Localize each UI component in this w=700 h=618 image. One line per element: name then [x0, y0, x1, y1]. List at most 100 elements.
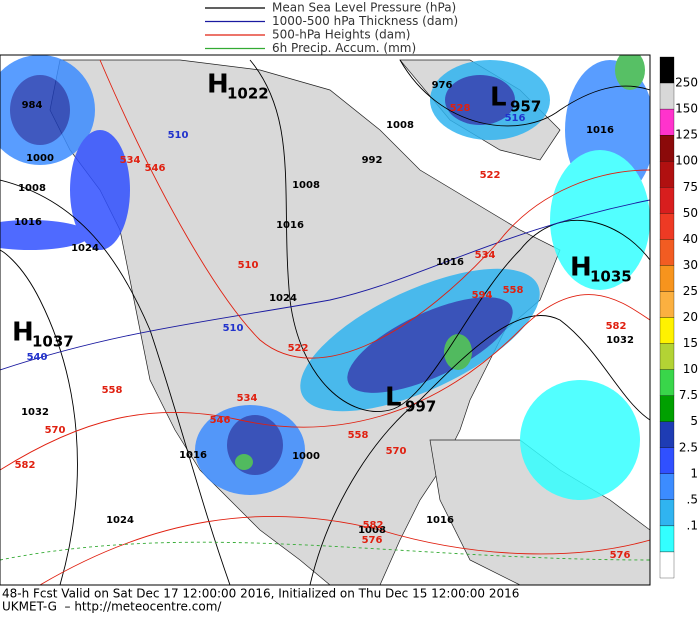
contour-label: 534	[475, 250, 496, 261]
colorbar-label: 150	[675, 102, 698, 116]
precip-area	[70, 130, 130, 250]
contour-label: 528	[450, 103, 471, 114]
colorbar-block	[659, 56, 675, 84]
height-line	[99, 59, 650, 359]
center-pressure: 1035	[590, 268, 632, 286]
contour-label: 1008	[18, 183, 46, 194]
precip-area	[615, 55, 645, 90]
isobar	[0, 249, 78, 585]
colorbar-block	[659, 187, 675, 214]
contour-label: 1024	[269, 293, 297, 304]
precip-area	[227, 415, 283, 475]
colorbar-block	[659, 525, 675, 553]
isobar	[249, 59, 650, 412]
contour-label: 582	[606, 321, 627, 332]
freezing-line	[0, 541, 650, 561]
footer-line: UKMET-G – http://meteocentre.com/	[2, 600, 222, 614]
colorbar-label: 5	[690, 414, 698, 428]
center-letter: L	[490, 83, 507, 113]
colorbar-block	[659, 473, 675, 500]
contour-label: 570	[386, 446, 407, 457]
contour-labels: 984 1000 1008 1016 1024 1024 1016 1008 992 1016 10…	[14, 80, 634, 561]
colorbar-label: 50	[683, 206, 698, 220]
center-letter: L	[385, 383, 402, 413]
precip-area	[520, 380, 640, 500]
colorbar-block	[659, 499, 675, 527]
colorbar-label: 20	[683, 310, 698, 324]
map: 984 1000 1008 1016 1024 1024 1016 1008 992 1016 10…	[0, 55, 650, 585]
contour-label: 516	[505, 113, 526, 124]
colorbar-block	[659, 82, 675, 110]
legend: Mean Sea Level Pressure (hPa)1000-500 hP…	[205, 1, 458, 55]
contour-label: 522	[480, 170, 501, 181]
colorbar-block	[659, 239, 675, 266]
contour-label: 1016	[14, 217, 42, 228]
isobar	[399, 59, 650, 127]
colorbar-label: 100	[675, 154, 698, 168]
colorbar-block	[659, 291, 675, 318]
contour-label: 546	[210, 415, 231, 426]
colorbar-label: 1	[690, 466, 698, 480]
contour-label: 1008	[386, 120, 414, 131]
precipitation	[0, 55, 650, 500]
contour-label: 1000	[292, 451, 320, 462]
center-letter: H	[12, 318, 34, 348]
colorbar-label: 7.5	[679, 388, 698, 402]
isobar	[0, 179, 231, 585]
legend-label: 6h Precip. Accum. (mm)	[272, 41, 416, 55]
precip-area	[235, 454, 253, 470]
legend-label: Mean Sea Level Pressure (hPa)	[272, 1, 456, 15]
contour-label: 1016	[179, 450, 207, 461]
contour-label: 510	[223, 323, 244, 334]
center-letter: H	[570, 253, 592, 283]
colorbar-label: 30	[683, 258, 698, 272]
contour-label: 510	[238, 260, 259, 271]
contour-label: 582	[15, 460, 36, 471]
colorbar-block	[659, 343, 675, 370]
colorbar-label: 125	[675, 128, 698, 142]
colorbar-block	[659, 395, 675, 422]
contour-label: 522	[288, 343, 309, 354]
contour-label: 594	[472, 290, 493, 301]
contour-label: 1016	[436, 257, 464, 268]
contour-label: 1008	[292, 180, 320, 191]
precip-area	[0, 220, 90, 250]
colorbar-block	[659, 161, 675, 188]
contour-label: 558	[102, 385, 123, 396]
center-pressure: 1022	[227, 85, 269, 103]
contour-label: 576	[362, 535, 383, 546]
map-frame	[0, 54, 651, 586]
colorbar-block	[659, 134, 675, 162]
contour-label: 1016	[276, 220, 304, 231]
height-line	[0, 294, 650, 471]
colorbar-label: 40	[683, 232, 698, 246]
center-letter: H	[207, 70, 229, 100]
contour-label: 992	[362, 155, 383, 166]
contour-label: 546	[145, 163, 166, 174]
colorbar-label: 75	[683, 180, 698, 194]
colorbar-label: 25	[683, 284, 698, 298]
colorbar-label: .5	[687, 492, 698, 506]
contour-label: 582	[363, 520, 384, 531]
contour-label: 1024	[71, 243, 99, 254]
center-pressure: 957	[510, 98, 541, 116]
contour-label: 576	[610, 550, 631, 561]
contour-label: 1016	[586, 125, 614, 136]
contour-label: 558	[503, 285, 524, 296]
contour-label: 976	[432, 80, 453, 91]
contour-label: 1032	[21, 407, 49, 418]
isobar	[309, 315, 650, 585]
footer-line: 48-h Fcst Valid on Sat Dec 17 12:00:00 2…	[2, 587, 519, 601]
contour-label: 510	[168, 130, 189, 141]
precip-area	[445, 75, 515, 125]
contour-label: 534	[120, 155, 141, 166]
contour-label: 534	[237, 393, 258, 404]
colorbar-block	[659, 317, 675, 344]
colorbar-block	[659, 447, 675, 474]
colorbar-block	[659, 265, 675, 292]
colorbar-label: 2.5	[679, 440, 698, 454]
contour-label: 1032	[606, 335, 634, 346]
center-pressure: 1037	[32, 333, 74, 351]
contour-label: 540	[27, 352, 48, 363]
